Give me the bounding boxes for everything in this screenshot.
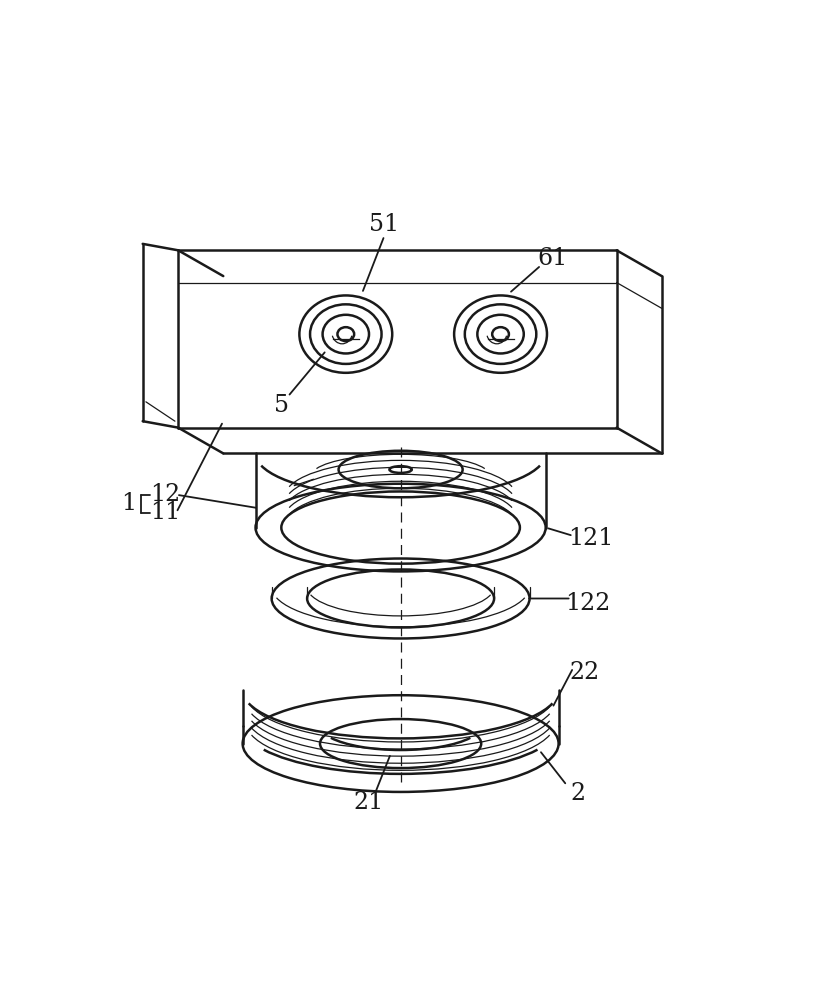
Text: 51: 51: [369, 213, 399, 236]
Text: 122: 122: [565, 592, 611, 615]
Text: 2: 2: [571, 782, 586, 805]
Text: 21: 21: [354, 791, 384, 814]
Text: 5: 5: [274, 394, 289, 417]
Text: 12: 12: [150, 483, 181, 506]
Text: 22: 22: [569, 661, 600, 684]
Text: 61: 61: [537, 247, 567, 270]
Text: 121: 121: [568, 527, 613, 550]
Text: 1: 1: [121, 492, 136, 515]
Text: 11: 11: [150, 501, 181, 524]
